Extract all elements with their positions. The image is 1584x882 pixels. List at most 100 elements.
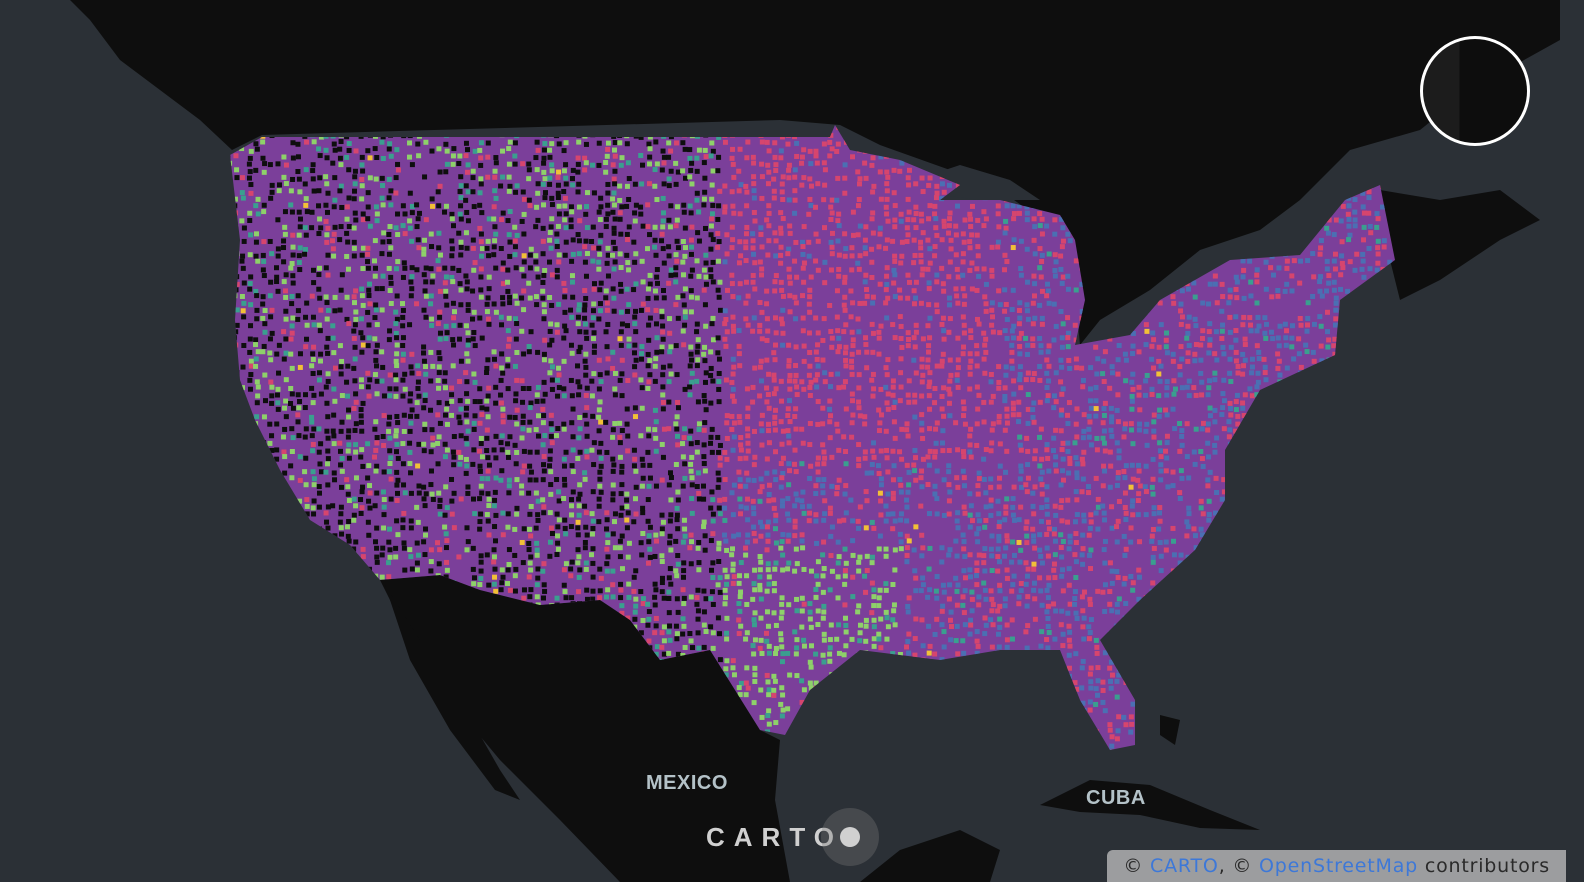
density-cell xyxy=(800,251,806,257)
density-cell xyxy=(491,447,497,453)
density-cell xyxy=(1129,379,1135,385)
density-cell xyxy=(736,351,742,357)
density-cell xyxy=(1212,377,1218,383)
density-cell xyxy=(666,426,672,432)
density-cell xyxy=(773,168,779,174)
density-cell xyxy=(437,252,443,258)
density-cell xyxy=(716,379,722,385)
density-cell xyxy=(710,168,716,174)
density-cell xyxy=(946,386,952,392)
density-cell xyxy=(527,419,533,425)
density-cell xyxy=(919,175,925,181)
density-cell xyxy=(1375,293,1381,299)
density-cell xyxy=(1156,344,1162,350)
density-cell xyxy=(764,301,770,307)
density-cell xyxy=(436,490,442,496)
density-cell xyxy=(1017,372,1023,378)
density-cell xyxy=(456,414,462,420)
density-cell xyxy=(624,203,630,209)
density-cell xyxy=(953,223,959,229)
density-cell xyxy=(583,141,589,147)
density-cell xyxy=(1310,476,1316,482)
density-cell xyxy=(955,447,961,453)
density-cell xyxy=(898,356,904,362)
density-cell xyxy=(444,505,450,511)
density-cell xyxy=(484,512,490,518)
density-cell xyxy=(982,342,988,348)
density-cell xyxy=(904,497,910,503)
density-cell xyxy=(1214,357,1220,363)
density-cell xyxy=(743,231,749,237)
density-cell xyxy=(1233,399,1239,405)
density-cell xyxy=(793,372,799,378)
density-cell xyxy=(674,505,680,511)
density-cell xyxy=(702,398,708,404)
density-cell xyxy=(892,399,898,405)
density-cell xyxy=(1123,378,1129,384)
density-cell xyxy=(535,217,541,223)
density-cell xyxy=(661,160,667,166)
density-cell xyxy=(1170,358,1176,364)
density-cell xyxy=(597,301,603,307)
density-cell xyxy=(820,405,826,411)
density-cell xyxy=(605,140,611,146)
density-cell xyxy=(500,295,506,301)
density-cell xyxy=(1107,322,1113,328)
density-cell xyxy=(660,224,666,230)
density-cell xyxy=(331,433,337,439)
density-cell xyxy=(834,288,840,294)
density-cell xyxy=(1256,323,1262,329)
density-cell xyxy=(394,441,400,447)
density-cell xyxy=(610,491,616,497)
density-cell xyxy=(570,447,576,453)
density-cell xyxy=(619,482,625,488)
density-cell xyxy=(568,217,574,223)
density-cell xyxy=(1270,272,1276,278)
density-cell xyxy=(1192,294,1198,300)
density-cell xyxy=(1107,449,1113,455)
density-cell xyxy=(834,421,840,427)
density-cell xyxy=(323,469,329,475)
density-cell xyxy=(835,349,841,355)
density-cell xyxy=(772,315,778,321)
density-cell xyxy=(625,510,631,516)
density-cell xyxy=(981,419,987,425)
density-cell xyxy=(666,379,672,385)
density-cell xyxy=(491,349,497,355)
density-cell xyxy=(542,141,548,147)
density-cell xyxy=(1240,405,1246,411)
density-cell xyxy=(1297,386,1303,392)
density-cell xyxy=(975,512,981,518)
density-cell xyxy=(976,273,982,279)
density-cell xyxy=(290,273,296,279)
density-cell xyxy=(492,497,498,503)
density-cell xyxy=(1136,384,1142,390)
density-cell xyxy=(772,140,778,146)
density-cell xyxy=(1150,491,1156,497)
density-cell xyxy=(597,372,603,378)
density-cell xyxy=(932,244,938,250)
density-cell xyxy=(542,433,548,439)
density-cell xyxy=(598,204,604,210)
density-cell xyxy=(407,440,413,446)
density-cell xyxy=(1227,491,1233,497)
density-cell xyxy=(1065,315,1071,321)
density-cell xyxy=(598,379,604,385)
density-cell xyxy=(400,314,406,320)
density-cell xyxy=(920,372,926,378)
density-cell xyxy=(449,385,455,391)
density-cell xyxy=(442,280,448,286)
density-cell xyxy=(876,463,882,469)
density-cell xyxy=(582,244,588,250)
density-cell xyxy=(792,447,798,453)
density-cell xyxy=(981,330,987,336)
density-cell xyxy=(1311,482,1317,488)
density-cell xyxy=(1346,223,1352,229)
density-cell xyxy=(638,433,644,439)
density-cell xyxy=(1275,351,1281,357)
density-cell xyxy=(836,223,842,229)
density-cell xyxy=(583,238,589,244)
density-cell xyxy=(703,281,709,287)
density-cell xyxy=(632,210,638,216)
